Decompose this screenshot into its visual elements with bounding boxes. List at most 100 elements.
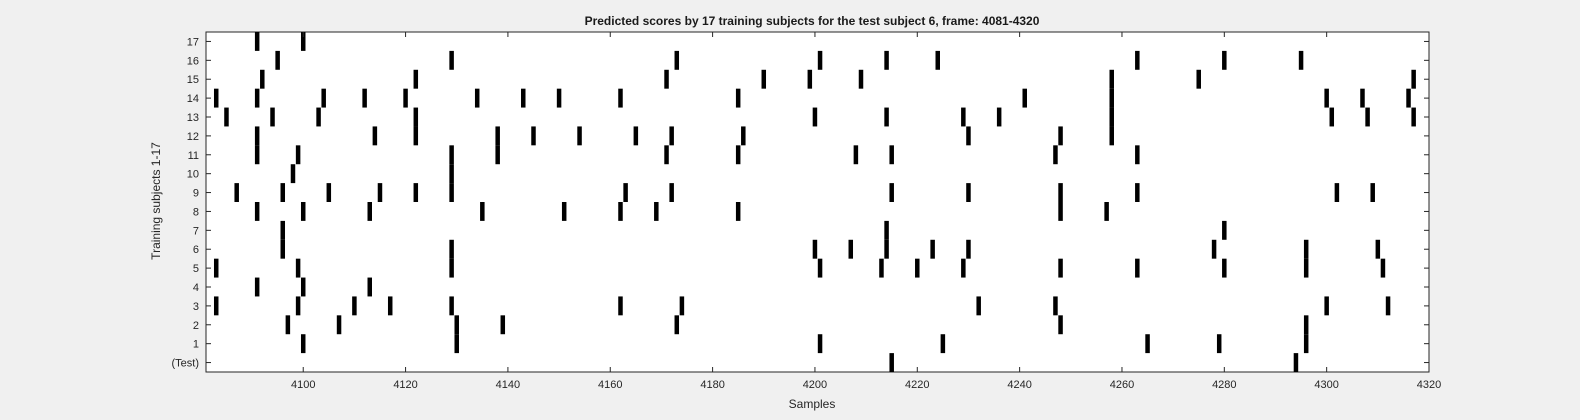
score-mark: [889, 183, 894, 202]
y-tick-label: 4: [193, 282, 199, 294]
score-mark: [1334, 183, 1340, 202]
score-mark: [669, 183, 674, 202]
score-mark: [254, 126, 260, 146]
y-tick-label: 12: [187, 131, 199, 143]
score-mark: [454, 315, 459, 335]
data-marks: [213, 32, 1416, 372]
y-tick-label: (Test): [172, 358, 200, 370]
score-mark: [449, 239, 454, 259]
score-mark: [858, 69, 864, 89]
chart-title: Predicted scores by 17 training subjects…: [585, 14, 1040, 28]
score-mark: [449, 145, 454, 165]
score-mark: [848, 239, 854, 259]
score-mark: [1109, 126, 1114, 146]
score-mark: [449, 258, 454, 278]
score-mark: [1411, 69, 1416, 89]
score-mark: [1053, 145, 1058, 165]
x-tick-label: 4180: [700, 379, 724, 391]
score-mark: [295, 296, 301, 316]
score-mark: [280, 239, 286, 259]
x-tick-label: 4160: [598, 379, 622, 391]
score-mark: [915, 258, 920, 278]
score-mark: [1303, 258, 1309, 278]
score-mark: [1375, 239, 1381, 259]
score-mark: [1360, 88, 1365, 108]
score-mark: [735, 202, 741, 221]
score-mark: [300, 277, 306, 297]
score-mark: [336, 315, 342, 335]
score-mark: [531, 126, 536, 146]
score-mark: [1053, 296, 1058, 316]
score-mark: [966, 183, 971, 202]
score-mark: [1303, 315, 1309, 335]
score-mark: [884, 50, 889, 70]
score-mark: [1058, 258, 1063, 278]
score-mark: [961, 258, 966, 278]
x-tick-label: 4220: [905, 379, 929, 391]
y-tick-label: 13: [187, 112, 199, 124]
y-tick-label: 5: [193, 263, 199, 275]
score-mark: [290, 164, 296, 184]
score-mark: [454, 334, 459, 354]
score-mark: [1380, 258, 1386, 278]
plot-area: 4100 4120 4140 4160 4180 4200 4220 4240 4260 4280…: [172, 31, 1441, 391]
score-mark: [495, 126, 500, 146]
score-mark: [413, 126, 419, 146]
score-mark: [254, 202, 260, 221]
score-mark: [213, 88, 219, 108]
score-mark: [1109, 88, 1114, 108]
y-tick-label: 2: [193, 320, 199, 332]
score-mark: [213, 258, 219, 278]
score-mark: [817, 334, 823, 354]
score-mark: [295, 145, 301, 165]
score-mark: [930, 239, 935, 259]
x-axis-label: Samples: [789, 397, 836, 411]
score-mark: [1211, 239, 1217, 259]
y-tick-label: 7: [193, 225, 199, 237]
score-mark: [669, 126, 674, 146]
score-mark: [735, 145, 741, 165]
score-mark: [618, 202, 623, 221]
score-mark: [1135, 145, 1140, 165]
score-mark: [664, 145, 669, 165]
score-mark: [295, 258, 301, 278]
score-mark: [1293, 353, 1299, 372]
score-mark: [387, 296, 393, 316]
score-mark: [1135, 258, 1140, 278]
score-mark: [213, 296, 219, 316]
y-tick-label: 1: [193, 339, 199, 351]
score-mark: [1385, 296, 1391, 316]
score-mark: [1104, 202, 1109, 221]
score-mark: [940, 334, 946, 354]
score-mark: [1365, 107, 1370, 127]
score-mark: [1222, 220, 1227, 240]
score-mark: [362, 88, 367, 108]
y-axis-ticks: 17 16 15 14 13 12 11 10 9 8 7 6 5 4 3 2 1 (Test): [172, 36, 1429, 370]
score-mark: [1058, 183, 1063, 202]
score-mark: [254, 277, 260, 297]
score-mark: [280, 183, 286, 202]
score-mark: [961, 107, 966, 127]
score-mark: [884, 220, 889, 240]
score-mark: [633, 126, 639, 146]
score-mark: [480, 202, 485, 221]
y-tick-label: 14: [187, 93, 199, 105]
score-mark: [449, 50, 454, 70]
score-mark: [521, 88, 526, 108]
x-tick-label: 4320: [1417, 379, 1441, 391]
score-mark: [618, 88, 623, 108]
y-tick-label: 11: [188, 150, 199, 162]
score-mark: [367, 277, 372, 297]
score-mark: [812, 107, 818, 127]
x-axis-ticks: 4100 4120 4140 4160 4180 4200 4220 4240 4260 4280…: [291, 32, 1441, 391]
score-mark: [674, 315, 680, 335]
score-mark: [285, 315, 291, 335]
score-mark: [889, 145, 894, 165]
score-mark: [474, 88, 480, 108]
y-tick-label: 9: [193, 188, 199, 200]
score-mark: [812, 239, 818, 259]
score-mark: [996, 107, 1002, 127]
score-mark: [1022, 88, 1027, 108]
score-mark: [817, 258, 823, 278]
